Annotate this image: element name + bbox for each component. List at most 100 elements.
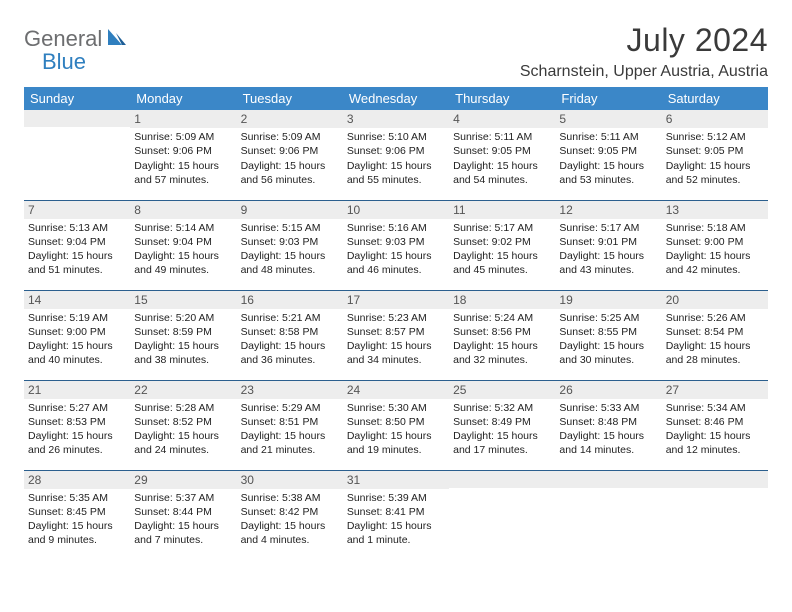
- day-number: 11: [449, 201, 555, 219]
- day-number: 8: [130, 201, 236, 219]
- day-details: Sunrise: 5:33 AMSunset: 8:48 PMDaylight:…: [559, 401, 657, 458]
- day-cell: 30Sunrise: 5:38 AMSunset: 8:42 PMDayligh…: [237, 470, 343, 560]
- day-cell: 14Sunrise: 5:19 AMSunset: 9:00 PMDayligh…: [24, 290, 130, 380]
- day-details: Sunrise: 5:25 AMSunset: 8:55 PMDaylight:…: [559, 311, 657, 368]
- day-number: 6: [662, 110, 768, 128]
- day-cell: 29 Sunrise: 5:37 AMSunset: 8:44 PMDayligh…: [130, 470, 236, 560]
- daylight-line: Daylight: 15 hours and 49 minutes.: [134, 249, 232, 277]
- day-number: 3: [343, 110, 449, 128]
- week-row: 14Sunrise: 5:19 AMSunset: 9:00 PMDayligh…: [24, 290, 768, 380]
- week-row: 28Sunrise: 5:35 AMSunset: 8:45 PMDayligh…: [24, 470, 768, 560]
- daylight-line: Daylight: 15 hours and 52 minutes.: [666, 159, 764, 187]
- sunrise-line: Sunrise: 5:11 AM: [453, 130, 551, 144]
- day-cell: 7Sunrise: 5:13 AMSunset: 9:04 PMDaylight…: [24, 200, 130, 290]
- day-details: Sunrise: 5:17 AMSunset: 9:01 PMDaylight:…: [559, 221, 657, 278]
- day-number: 7: [24, 201, 130, 219]
- day-cell: 19 Sunrise: 5:25 AMSunset: 8:55 PMDayligh…: [555, 290, 661, 380]
- weekday-saturday: Saturday: [662, 87, 768, 110]
- sunrise-line: Sunrise: 5:20 AM: [134, 311, 232, 325]
- sunrise-line: Sunrise: 5:35 AM: [28, 491, 126, 505]
- day-number: 23: [237, 381, 343, 399]
- sunset-line: Sunset: 8:55 PM: [559, 325, 657, 339]
- day-cell: 1Sunrise: 5:09 AMSunset: 9:06 PMDaylight…: [130, 110, 236, 200]
- daylight-line: Daylight: 15 hours and 26 minutes.: [28, 429, 126, 457]
- sunrise-line: Sunrise: 5:14 AM: [134, 221, 232, 235]
- daylight-line: Daylight: 15 hours and 51 minutes.: [28, 249, 126, 277]
- day-number: 28: [24, 471, 130, 489]
- weekday-wednesday: Wednesday: [343, 87, 449, 110]
- day-number: 30: [237, 471, 343, 489]
- sunrise-line: Sunrise: 5:37 AM: [134, 491, 232, 505]
- day-cell: 10Sunrise: 5:16 AMSunset: 9:03 PMDayligh…: [343, 200, 449, 290]
- blank-daynum: [24, 110, 130, 127]
- day-details: Sunrise: 5:10 AMSunset: 9:06 PMDaylight:…: [347, 130, 445, 187]
- sunset-line: Sunset: 9:03 PM: [241, 235, 339, 249]
- daylight-line: Daylight: 15 hours and 46 minutes.: [347, 249, 445, 277]
- sunrise-line: Sunrise: 5:27 AM: [28, 401, 126, 415]
- daylight-line: Daylight: 15 hours and 45 minutes.: [453, 249, 551, 277]
- sunset-line: Sunset: 8:45 PM: [28, 505, 126, 519]
- day-number: 17: [343, 291, 449, 309]
- day-number: 31: [343, 471, 449, 489]
- daylight-line: Daylight: 15 hours and 53 minutes.: [559, 159, 657, 187]
- daylight-line: Daylight: 15 hours and 34 minutes.: [347, 339, 445, 367]
- daylight-line: Daylight: 15 hours and 7 minutes.: [134, 519, 232, 547]
- sunset-line: Sunset: 8:58 PM: [241, 325, 339, 339]
- daylight-line: Daylight: 15 hours and 43 minutes.: [559, 249, 657, 277]
- daylight-line: Daylight: 15 hours and 54 minutes.: [453, 159, 551, 187]
- day-number: 15: [130, 291, 236, 309]
- sunset-line: Sunset: 9:00 PM: [28, 325, 126, 339]
- day-details: Sunrise: 5:35 AMSunset: 8:45 PMDaylight:…: [28, 491, 126, 548]
- day-number: 19: [555, 291, 661, 309]
- daylight-line: Daylight: 15 hours and 36 minutes.: [241, 339, 339, 367]
- day-details: Sunrise: 5:27 AMSunset: 8:53 PMDaylight:…: [28, 401, 126, 458]
- sunset-line: Sunset: 8:44 PM: [134, 505, 232, 519]
- sunset-line: Sunset: 9:05 PM: [666, 144, 764, 158]
- sunset-line: Sunset: 8:53 PM: [28, 415, 126, 429]
- day-details: Sunrise: 5:28 AMSunset: 8:52 PMDaylight:…: [134, 401, 232, 458]
- day-cell: 9Sunrise: 5:15 AMSunset: 9:03 PMDaylight…: [237, 200, 343, 290]
- day-details: Sunrise: 5:11 AMSunset: 9:05 PMDaylight:…: [559, 130, 657, 187]
- sunrise-line: Sunrise: 5:39 AM: [347, 491, 445, 505]
- day-number: 29: [130, 471, 236, 489]
- sunset-line: Sunset: 8:46 PM: [666, 415, 764, 429]
- sunrise-line: Sunrise: 5:28 AM: [134, 401, 232, 415]
- day-number: 24: [343, 381, 449, 399]
- day-cell: 21Sunrise: 5:27 AMSunset: 8:53 PMDayligh…: [24, 380, 130, 470]
- empty-cell: [449, 470, 555, 560]
- day-details: Sunrise: 5:12 AMSunset: 9:05 PMDaylight:…: [666, 130, 764, 187]
- day-number: 5: [555, 110, 661, 128]
- day-details: Sunrise: 5:17 AMSunset: 9:02 PMDaylight:…: [453, 221, 551, 278]
- sunset-line: Sunset: 8:51 PM: [241, 415, 339, 429]
- day-details: Sunrise: 5:20 AMSunset: 8:59 PMDaylight:…: [134, 311, 232, 368]
- sunrise-line: Sunrise: 5:17 AM: [559, 221, 657, 235]
- day-cell: 31Sunrise: 5:39 AMSunset: 8:41 PMDayligh…: [343, 470, 449, 560]
- title-block: July 2024 Scharnstein, Upper Austria, Au…: [520, 22, 768, 81]
- sunset-line: Sunset: 9:02 PM: [453, 235, 551, 249]
- sunrise-line: Sunrise: 5:38 AM: [241, 491, 339, 505]
- day-details: Sunrise: 5:37 AMSunset: 8:44 PMDaylight:…: [134, 491, 232, 548]
- sunrise-line: Sunrise: 5:15 AM: [241, 221, 339, 235]
- daylight-line: Daylight: 15 hours and 19 minutes.: [347, 429, 445, 457]
- day-cell: 13Sunrise: 5:18 AMSunset: 9:00 PMDayligh…: [662, 200, 768, 290]
- sunset-line: Sunset: 9:04 PM: [134, 235, 232, 249]
- sunset-line: Sunset: 8:41 PM: [347, 505, 445, 519]
- empty-cell: [662, 470, 768, 560]
- day-cell: 24Sunrise: 5:30 AMSunset: 8:50 PMDayligh…: [343, 380, 449, 470]
- day-number: 12: [555, 201, 661, 219]
- day-cell: 8 Sunrise: 5:14 AMSunset: 9:04 PMDaylight…: [130, 200, 236, 290]
- day-details: Sunrise: 5:09 AMSunset: 9:06 PMDaylight:…: [241, 130, 339, 187]
- daylight-line: Daylight: 15 hours and 24 minutes.: [134, 429, 232, 457]
- day-details: Sunrise: 5:14 AMSunset: 9:04 PMDaylight:…: [134, 221, 232, 278]
- day-cell: 22Sunrise: 5:28 AMSunset: 8:52 PMDayligh…: [130, 380, 236, 470]
- daylight-line: Daylight: 15 hours and 4 minutes.: [241, 519, 339, 547]
- sunset-line: Sunset: 8:54 PM: [666, 325, 764, 339]
- day-number: 25: [449, 381, 555, 399]
- day-number: 16: [237, 291, 343, 309]
- day-cell: 5 Sunrise: 5:11 AMSunset: 9:05 PMDaylight…: [555, 110, 661, 200]
- day-cell: 28 Sunrise: 5:35 AMSunset: 8:45 PMDayligh…: [24, 470, 130, 560]
- sunset-line: Sunset: 8:52 PM: [134, 415, 232, 429]
- sunrise-line: Sunrise: 5:29 AM: [241, 401, 339, 415]
- daylight-line: Daylight: 15 hours and 30 minutes.: [559, 339, 657, 367]
- day-details: Sunrise: 5:32 AMSunset: 8:49 PMDaylight:…: [453, 401, 551, 458]
